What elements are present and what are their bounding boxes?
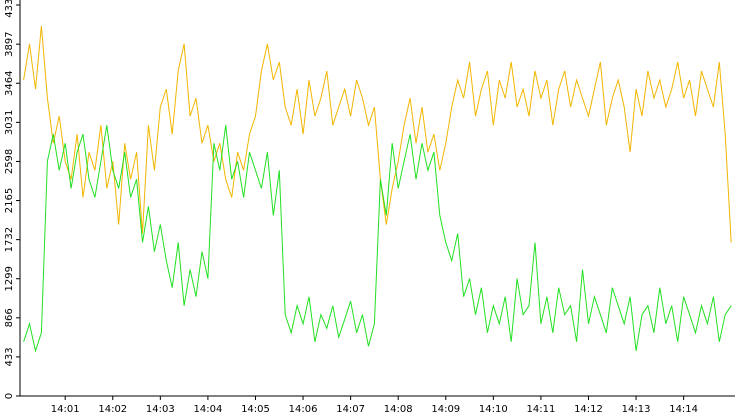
- y-tick-label: 433: [4, 347, 15, 366]
- y-tick-label: 3464: [4, 71, 15, 96]
- y-tick-label: 2165: [4, 188, 15, 213]
- x-tick-label: 14:03: [146, 404, 175, 415]
- x-tick-label: 14:04: [193, 404, 222, 415]
- x-tick-label: 14:10: [479, 404, 508, 415]
- x-tick-label: 14:13: [622, 404, 651, 415]
- x-tick-label: 14:07: [336, 404, 365, 415]
- y-tick-label: 1732: [4, 227, 15, 252]
- x-tick-label: 14:01: [51, 404, 80, 415]
- y-tick-label: 3897: [4, 31, 15, 56]
- x-tick-label: 14:08: [384, 404, 413, 415]
- x-tick-label: 14:02: [98, 404, 127, 415]
- x-tick-label: 14:12: [574, 404, 603, 415]
- y-tick-label: 3031: [4, 110, 15, 135]
- y-tick-label: 2598: [4, 149, 15, 174]
- series-line: [23, 125, 732, 353]
- y-tick-label: 866: [4, 308, 15, 327]
- y-tick-label: 4331: [4, 0, 15, 18]
- x-tick-label: 14:06: [289, 404, 318, 415]
- y-tick-label: 0: [4, 393, 15, 399]
- x-tick-label: 14:14: [669, 404, 698, 415]
- y-tick-label: 1299: [4, 266, 15, 291]
- x-tick-label: 14:11: [526, 404, 555, 415]
- x-tick-label: 14:09: [431, 404, 460, 415]
- x-tick-label: 14:05: [241, 404, 270, 415]
- series-line: [23, 25, 732, 243]
